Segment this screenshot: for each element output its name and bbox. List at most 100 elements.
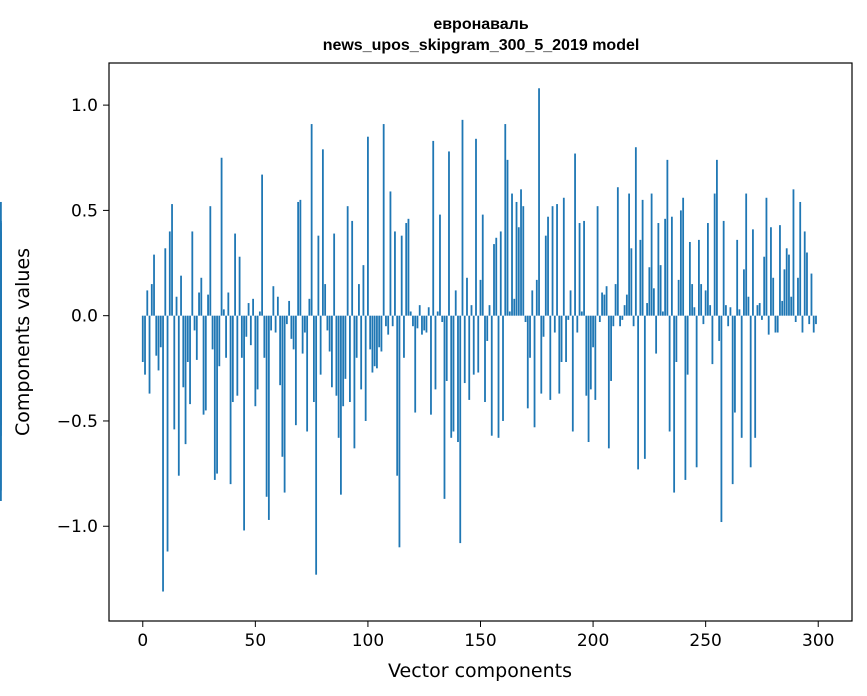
bar (504, 124, 507, 316)
y-tick-label: 0.5 (71, 201, 98, 221)
bar (560, 315, 563, 362)
bar (245, 315, 248, 337)
bar (342, 315, 345, 407)
bar (353, 315, 356, 449)
bar (367, 136, 369, 316)
bar (707, 223, 709, 316)
bar (358, 284, 360, 316)
bar (616, 187, 619, 316)
bar (265, 315, 268, 497)
bar (499, 231, 502, 316)
bar (276, 296, 279, 316)
bar (580, 311, 583, 316)
x-tick-label: 0 (137, 631, 148, 651)
bar (655, 315, 658, 354)
bar (792, 189, 795, 316)
x-tick-label: 50 (245, 631, 267, 651)
bar (670, 216, 673, 316)
bar (155, 315, 158, 356)
bar (544, 235, 547, 316)
y-tick-label: 0.0 (71, 307, 98, 327)
bar (211, 315, 214, 350)
bar (218, 315, 221, 367)
bar (722, 220, 725, 316)
bar (783, 269, 786, 316)
bar (770, 227, 772, 316)
bar (740, 315, 743, 438)
bar (725, 305, 727, 316)
bar (641, 199, 644, 316)
bar (299, 199, 302, 316)
bar (517, 227, 520, 316)
bar (407, 218, 410, 316)
y-tick-label: −0.5 (57, 412, 98, 432)
bar (216, 315, 218, 474)
bar (637, 315, 640, 470)
bar (785, 248, 788, 316)
bar (247, 303, 250, 316)
bar (758, 303, 761, 316)
bar (704, 290, 707, 316)
bar (387, 315, 390, 335)
bar (213, 315, 216, 480)
bar (763, 256, 766, 316)
bar (571, 315, 574, 432)
bar (159, 315, 162, 348)
bar (486, 315, 489, 341)
bar (200, 277, 203, 316)
bar (497, 315, 500, 438)
bar (202, 315, 205, 415)
x-tick-label: 200 (577, 631, 609, 651)
bar (157, 315, 160, 371)
bar (409, 311, 412, 316)
bar (749, 315, 752, 468)
bar (292, 315, 295, 350)
bar (360, 315, 363, 390)
bar (614, 284, 617, 316)
bar (207, 294, 209, 316)
y-axis-ticks: −1.0 −0.5 0.0 0.5 1.0 (57, 96, 109, 537)
bar (630, 248, 633, 316)
bar (711, 315, 714, 365)
bar (812, 315, 815, 333)
bar (315, 315, 318, 575)
bar (592, 315, 594, 348)
bar (621, 315, 624, 320)
bar (567, 315, 570, 320)
bar (607, 315, 610, 449)
bar (425, 315, 428, 333)
bar (578, 223, 581, 316)
bar (513, 298, 516, 316)
bar (583, 220, 585, 316)
bar (220, 157, 223, 316)
bar (416, 315, 419, 329)
bar (391, 315, 394, 327)
bar (346, 206, 349, 316)
bar (767, 315, 770, 335)
bar (484, 315, 486, 403)
x-axis-label: Vector components (388, 660, 572, 682)
bar (806, 252, 808, 316)
bar (475, 138, 477, 316)
bar (285, 315, 288, 325)
bar (684, 315, 687, 480)
bar (297, 201, 300, 316)
y-axis-label: Components values (12, 248, 34, 436)
bar (531, 290, 534, 316)
bar (650, 193, 653, 316)
bar (326, 315, 329, 331)
bar (0, 315, 2, 436)
bar (596, 206, 599, 316)
bar (698, 239, 700, 316)
bar (227, 292, 230, 316)
bar (461, 119, 464, 316)
bar (675, 315, 678, 362)
bar (279, 315, 282, 386)
bar (709, 305, 712, 316)
bar (355, 315, 358, 358)
bar (734, 315, 736, 413)
bar (736, 239, 739, 316)
bar (540, 315, 543, 394)
bar (477, 315, 480, 373)
bar (761, 315, 763, 320)
